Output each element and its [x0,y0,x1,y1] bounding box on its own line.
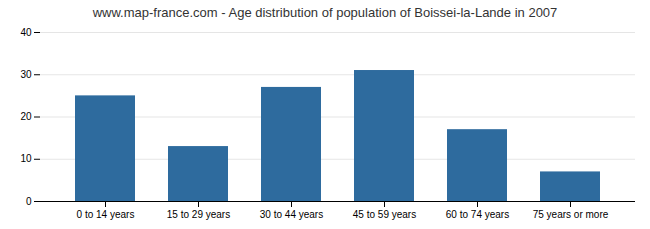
svg-text:15 to 29 years: 15 to 29 years [167,209,230,220]
svg-text:30 to 44 years: 30 to 44 years [260,209,323,220]
svg-text:0: 0 [26,196,32,207]
svg-text:30: 30 [20,69,32,80]
html-text:www.map-france.com - Age distr: www.map-france.com - Age distribution of… [92,5,558,20]
svg-text:75 years or more: 75 years or more [533,209,609,220]
svg-text:20: 20 [20,111,32,122]
svg-text:0 to 14 years: 0 to 14 years [77,209,135,220]
svg-text:60 to 74 years: 60 to 74 years [446,209,509,220]
svg-text:45 to 59 years: 45 to 59 years [353,209,416,220]
svg-text:10: 10 [20,153,32,164]
svg-text:40: 40 [20,27,32,38]
